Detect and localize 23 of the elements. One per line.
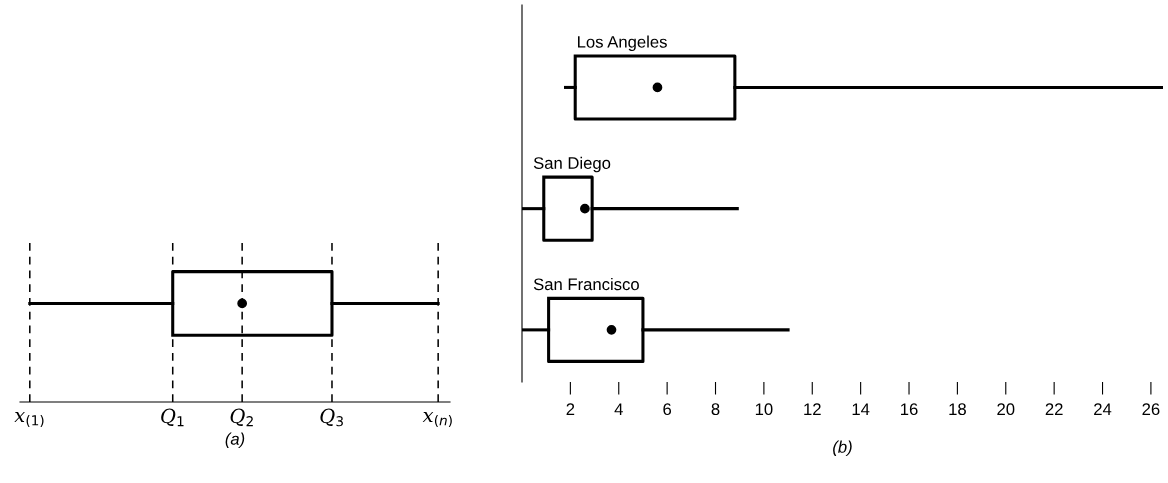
- x-tick-label: 26: [1142, 403, 1160, 416]
- x-tick-label: 8: [711, 403, 720, 416]
- x-tick-label: 2: [566, 403, 575, 415]
- text: x$_{(1)}$: [14, 412, 44, 428]
- text: Q$_{1}$: [161, 408, 184, 427]
- x-tick-label: 4: [614, 403, 623, 415]
- x-axis-title: (b): [833, 440, 852, 457]
- x-tick-label: 10: [755, 403, 773, 416]
- x-tick-label: 20: [997, 403, 1015, 416]
- x-tick-label: 14: [852, 403, 870, 415]
- x-tick-label: 6: [663, 403, 672, 416]
- x-tick-label: 12: [804, 403, 821, 415]
- x-tick-label: 16: [901, 403, 918, 416]
- x-tick-label: 22: [1045, 403, 1063, 415]
- text: x$_{(n)}$: [422, 412, 452, 428]
- y-tick-label: San Diego: [533, 156, 611, 173]
- text: Q$_{2}$: [230, 408, 253, 427]
- y-tick-label: Los Angeles: [578, 35, 667, 52]
- y-tick-label: San Francisco: [533, 277, 639, 291]
- x-tick-label: 18: [949, 403, 966, 416]
- text: (a): [225, 432, 245, 449]
- x-tick-label: 24: [1094, 403, 1112, 415]
- text: Q$_{3}$: [320, 408, 343, 427]
